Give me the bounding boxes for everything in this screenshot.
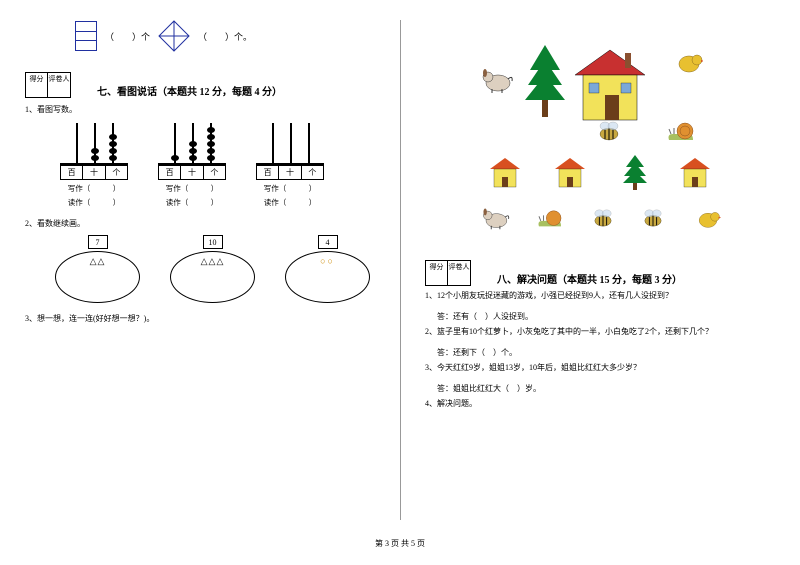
bee-icon [590,208,616,228]
house-icon [565,45,655,125]
chick-icon [695,208,721,230]
q7-3: 3、想一想，连一连(好好想一想？)。 [25,313,375,324]
section-8-title: 八、解决问题（本题共 15 分，每题 3 分） [497,271,682,286]
oval-row: 7 △△ 10 △△△ 4 ○○ [55,235,375,303]
score-box: 得分 评卷人 [25,72,71,98]
column-divider [400,20,401,520]
top-shapes-row: （ ）个 （ ）个。 [75,20,375,52]
grader-label: 评卷人 [48,73,70,97]
q7-1: 1、看图写数。 [25,104,375,115]
blank-1: （ ）个 [105,30,150,43]
rectangle-grid-shape [75,21,97,51]
snail-icon [665,120,697,145]
write-1: 写作（ ） [68,183,121,194]
a8-2: 答：还剩下（ ）个。 [437,347,775,358]
oval-3: 4 ○○ [285,235,370,303]
bee-icon [640,208,666,228]
q8-3: 3、今天红红9岁，姐姐13岁，10年后，姐姐比红红大多少岁？ [425,362,775,373]
a8-1: 答：还有（ ）人没捉到。 [437,311,775,322]
write-2: 写作（ ） [166,183,219,194]
read-1: 读作（ ） [68,197,121,208]
blank-2: （ ）个。 [198,30,252,43]
score-label: 得分 [426,261,448,285]
rhombus-shape [158,20,190,52]
read-2: 读作（ ） [166,197,219,208]
right-column: 得分 评卷人 八、解决问题（本题共 15 分，每题 3 分） 1、12个小朋友玩… [400,0,800,530]
matching-scene [450,20,750,240]
abacus-row: 百十个 写作（ ） 读作（ ） 百十个 写作（ ） 读作（ ） [60,123,375,208]
read-3: 读作（ ） [264,197,317,208]
oval-2: 10 △△△ [170,235,255,303]
score-label: 得分 [26,73,48,97]
write-3: 写作（ ） [264,183,317,194]
dog-icon [480,205,512,231]
section-7-title: 七、看图说话（本题共 12 分，每题 4 分） [97,83,282,98]
page-footer: 第 3 页 共 5 页 [0,530,800,549]
chick-icon [675,50,703,75]
q8-2: 2、篮子里有10个红萝卜，小灰兔吃了其中的一半，小白兔吃了2个，还剩下几个？ [425,326,775,337]
q8-1: 1、12个小朋友玩捉迷藏的游戏，小强已经捉到9人，还有几人没捉到？ [425,290,775,301]
abacus-3: 百十个 写作（ ） 读作（ ） [256,123,324,208]
score-row-7: 得分 评卷人 七、看图说话（本题共 12 分，每题 4 分） [25,72,375,98]
snail-icon [535,208,565,231]
abacus-1: 百十个 写作（ ） 读作（ ） [60,123,128,208]
abacus-2: 百十个 写作（ ） 读作（ ） [158,123,226,208]
q7-2: 2、看数继续画。 [25,218,375,229]
grader-label: 评卷人 [448,261,470,285]
tree-icon [520,40,570,120]
score-box: 得分 评卷人 [425,260,471,286]
bee-icon [595,120,623,142]
small-house-icon [550,155,590,190]
small-house-icon [485,155,525,190]
a8-3: 答：姐姐比红红大（ ）岁。 [437,383,775,394]
small-tree-icon [620,152,650,192]
dog-icon [480,65,515,95]
left-column: （ ）个 （ ）个。 得分 评卷人 七、看图说话（本题共 12 分，每题 4 分… [0,0,400,530]
small-house-icon [675,155,715,190]
q8-4: 4、解决问题。 [425,398,775,409]
score-row-8: 得分 评卷人 八、解决问题（本题共 15 分，每题 3 分） [425,260,775,286]
oval-1: 7 △△ [55,235,140,303]
